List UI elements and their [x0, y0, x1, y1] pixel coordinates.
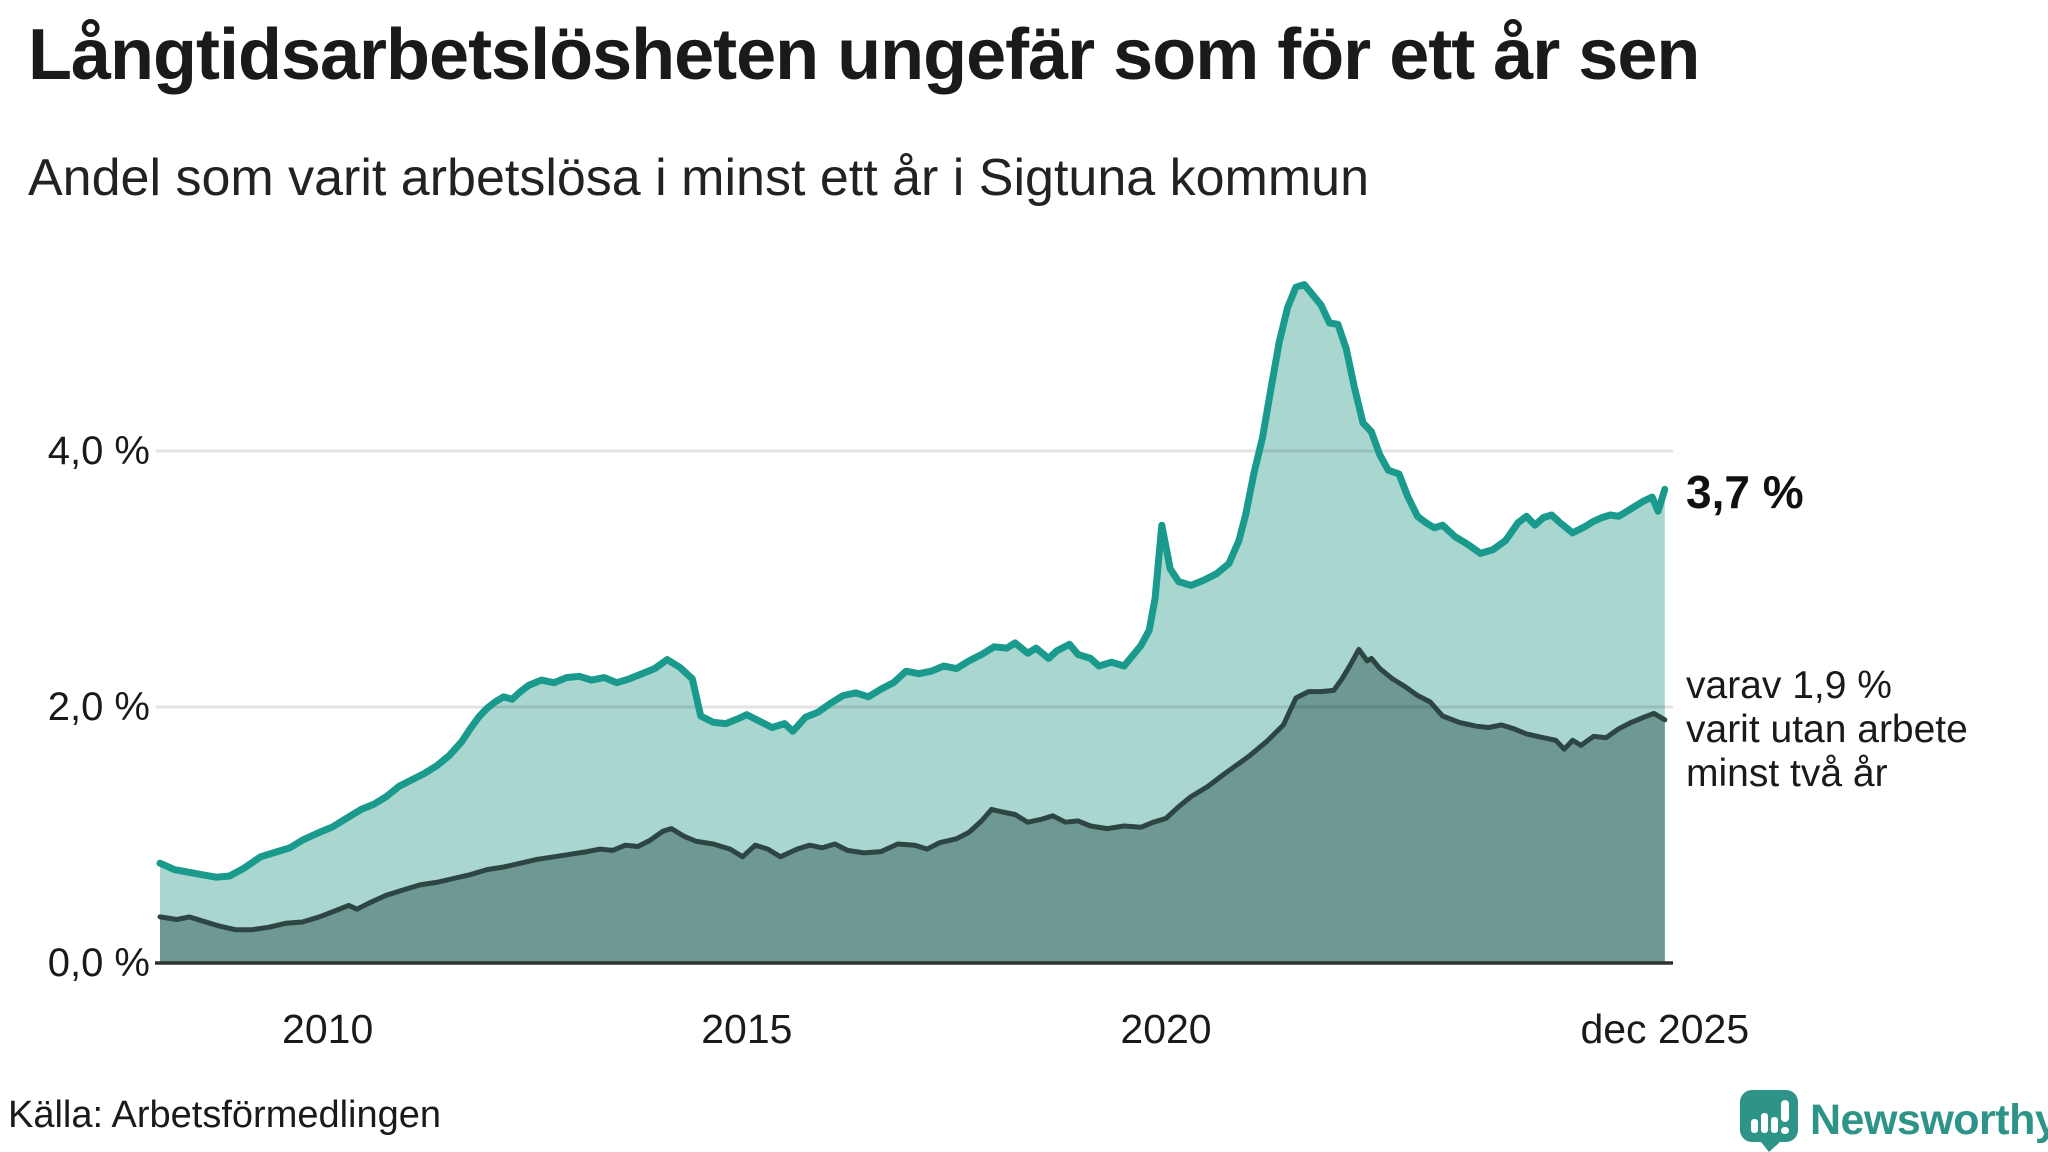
x-axis-tick-label: 2010	[282, 1006, 374, 1052]
chart-subtitle: Andel som varit arbetslösa i minst ett å…	[28, 149, 1370, 207]
x-axis-tick-label: 2020	[1120, 1006, 1212, 1052]
latest-value-annotation: 3,7 %	[1686, 466, 1804, 518]
area-two-years	[160, 649, 1665, 963]
newsworthy-logo: Newsworthy	[1738, 1088, 2048, 1152]
line-one-year	[156, 281, 1669, 881]
secondary-annotation: varav 1,9 % varit utan arbete minst två …	[1686, 664, 1968, 795]
bar-chart-speech-bubble-icon	[1740, 1090, 1798, 1152]
y-axis-tick-label: 2,0 %	[47, 685, 150, 729]
page-title: Långtidsarbetslösheten ungefär som för e…	[28, 15, 1700, 95]
y-axis-tick-label: 4,0 %	[47, 429, 150, 473]
x-axis-tick-label: dec 2025	[1580, 1006, 1750, 1052]
y-axis-tick-label: 0,0 %	[47, 941, 150, 985]
source-attribution: Källa: Arbetsförmedlingen	[8, 1094, 442, 1136]
newsworthy-wordmark: Newsworthy	[1810, 1095, 2048, 1144]
x-axis-tick-label: 2015	[701, 1006, 793, 1052]
line-two-years	[157, 646, 1668, 933]
